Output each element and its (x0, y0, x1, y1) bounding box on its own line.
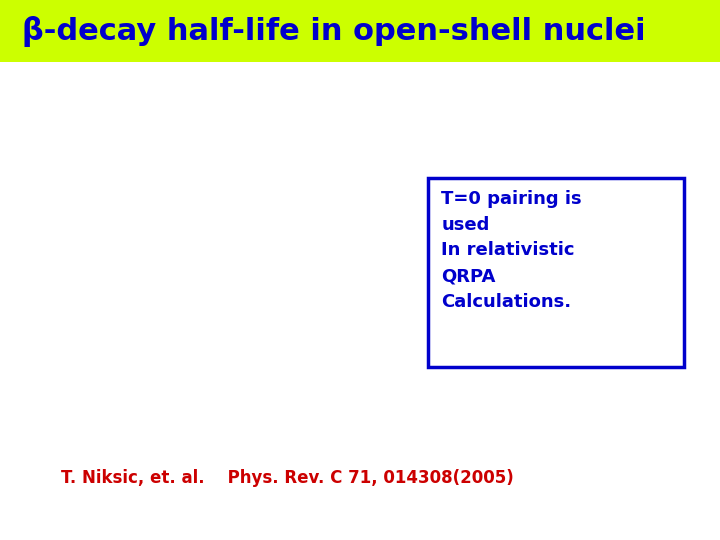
Text: T. Niksic, et. al.    Phys. Rev. C 71, 014308(2005): T. Niksic, et. al. Phys. Rev. C 71, 0143… (61, 469, 514, 487)
Text: β-decay half-life in open-shell nuclei: β-decay half-life in open-shell nuclei (22, 16, 645, 46)
FancyBboxPatch shape (428, 178, 684, 367)
FancyBboxPatch shape (0, 0, 720, 62)
Text: T=0 pairing is
used
In relativistic
QRPA
Calculations.: T=0 pairing is used In relativistic QRPA… (441, 190, 582, 311)
